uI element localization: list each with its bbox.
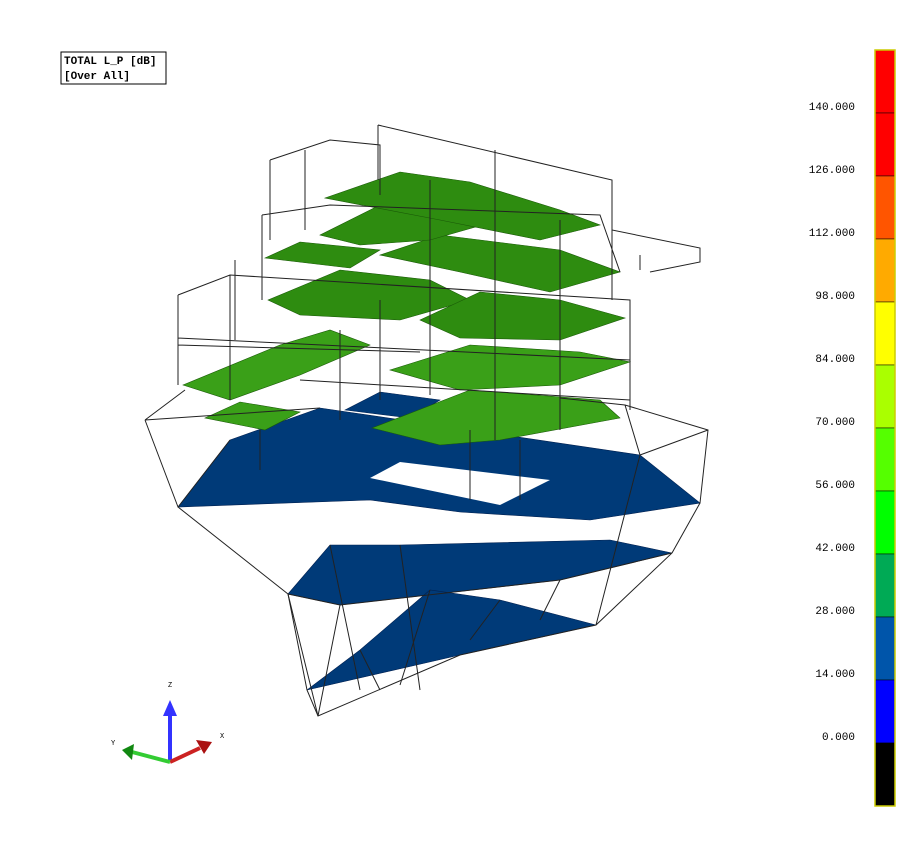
- deck-green: [204, 401, 301, 431]
- colorbar-label: 140.000: [809, 102, 855, 114]
- color-segment: [874, 742, 896, 807]
- model: [144, 124, 709, 717]
- colorbar-label: 98.000: [815, 291, 855, 303]
- colorbar-label: 42.000: [815, 543, 855, 555]
- color-segment: [874, 112, 896, 177]
- color-segment: [874, 301, 896, 366]
- x-label: X: [220, 733, 225, 741]
- colorbar-frame: [874, 49, 896, 807]
- color-segment: [874, 490, 896, 555]
- y-label: Y: [111, 740, 116, 748]
- legend-subtitle: [Over All]: [64, 71, 130, 83]
- color-segment: [874, 238, 896, 303]
- color-segment: [874, 49, 896, 114]
- colorbar-label: 56.000: [815, 480, 855, 492]
- y-arrow: [122, 744, 134, 760]
- deck-green: [323, 171, 602, 241]
- deck-green: [419, 291, 627, 341]
- deck-green: [263, 241, 381, 269]
- colorbar-label: 70.000: [815, 417, 855, 429]
- x-arrow: [196, 740, 212, 754]
- color-segment: [874, 553, 896, 618]
- color-segment: [874, 616, 896, 681]
- colorbar-label: 28.000: [815, 606, 855, 618]
- legend-box: [60, 51, 167, 85]
- color-segment: [874, 679, 896, 744]
- z-arrow: [163, 700, 177, 716]
- colorbar-label: 84.000: [815, 354, 855, 366]
- colorbar-label: 112.000: [809, 228, 855, 240]
- color-segment: [874, 427, 896, 492]
- color-segment: [874, 175, 896, 240]
- hull-wire: [287, 544, 561, 717]
- color-segment: [874, 364, 896, 429]
- y-axis: [131, 750, 171, 764]
- legend-title: TOTAL L_P [dB]: [64, 56, 156, 68]
- colorbar-label: 0.000: [822, 732, 855, 744]
- hull-wire: [144, 389, 709, 717]
- deck-opening: [370, 462, 550, 505]
- axis-triad: Z X Y: [111, 682, 225, 764]
- colorbar-label: 14.000: [815, 669, 855, 681]
- colorbar-label: 126.000: [809, 165, 855, 177]
- superstructure-wire: [177, 124, 701, 500]
- colorbar: 140.000 126.000 112.000 98.000 84.000 70.000 5…: [809, 49, 896, 807]
- x-axis: [169, 746, 201, 764]
- z-label: Z: [168, 682, 172, 690]
